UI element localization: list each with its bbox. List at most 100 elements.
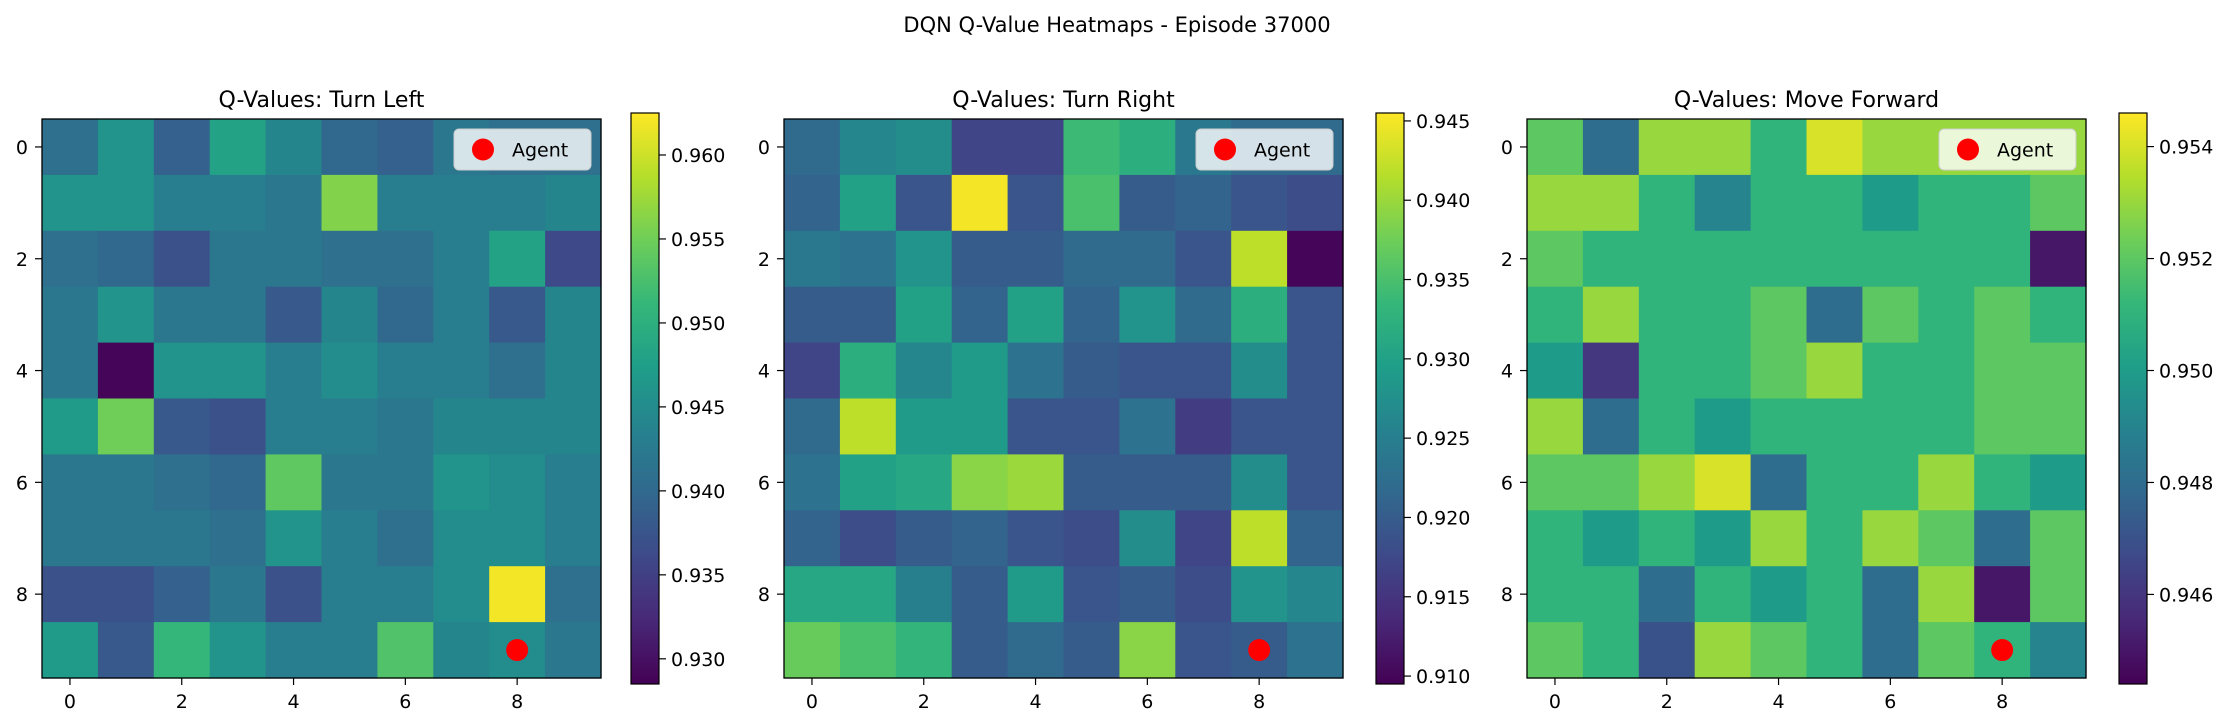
heatmap-cell bbox=[895, 510, 953, 567]
heatmap-cell bbox=[1862, 286, 1919, 344]
colorbar-tick-label: 0.952 bbox=[2159, 249, 2213, 271]
heatmap-cell bbox=[839, 286, 897, 344]
heatmap-cell bbox=[1231, 286, 1288, 344]
colorbar: 0.930 0.935 0.940 0.945 0.950 0.955 0.960 bbox=[630, 112, 725, 685]
heatmap-cell bbox=[1287, 398, 1344, 455]
y-tick-label: 4 bbox=[16, 361, 28, 383]
legend-box bbox=[453, 128, 592, 171]
heatmap-cell bbox=[1063, 342, 1120, 400]
heatmap-cell bbox=[1527, 119, 1584, 176]
heatmap-cell bbox=[1582, 119, 1640, 176]
heatmap-cell bbox=[2030, 342, 2087, 400]
heatmap-cell bbox=[1806, 230, 1863, 288]
heatmap-cell bbox=[895, 230, 953, 288]
heatmap-cell bbox=[1582, 174, 1640, 232]
heatmap-cell bbox=[42, 398, 99, 455]
heatmap-cell bbox=[1806, 174, 1863, 232]
colorbar-tick-label: 0.945 bbox=[1416, 111, 1470, 133]
heatmap-cell bbox=[545, 566, 602, 623]
heatmap-cell bbox=[1007, 622, 1065, 679]
heatmap-cell bbox=[321, 566, 378, 623]
heatmap-cell bbox=[321, 342, 378, 400]
heatmap-cell bbox=[209, 622, 267, 679]
heatmap-cell bbox=[1007, 510, 1065, 567]
panel-title: Q-Values: Turn Left bbox=[219, 88, 425, 113]
heatmap-cell bbox=[265, 286, 323, 344]
colorbar-frame bbox=[2118, 112, 2148, 685]
heatmap-cell bbox=[489, 342, 546, 400]
legend: Agent bbox=[1938, 128, 2077, 171]
heatmap-cell bbox=[1527, 510, 1584, 567]
heatmap-cell bbox=[1694, 398, 1752, 455]
x-tick-label: 4 bbox=[288, 691, 300, 713]
heatmap-cell bbox=[42, 342, 99, 400]
heatmap-cell bbox=[489, 454, 546, 511]
heatmap-cell bbox=[545, 622, 602, 679]
agent-marker bbox=[506, 639, 529, 662]
agent-marker bbox=[1991, 639, 2014, 662]
heatmap-cell bbox=[1119, 342, 1176, 400]
legend-marker bbox=[472, 138, 494, 161]
heatmap-cell bbox=[1527, 286, 1584, 344]
x-tick-label: 8 bbox=[1253, 691, 1265, 713]
x-tick-label: 6 bbox=[1141, 691, 1153, 713]
heatmap-cell bbox=[1638, 566, 1696, 623]
heatmap-cell bbox=[489, 398, 546, 455]
heatmap-cell bbox=[839, 119, 897, 176]
heatmap-cell bbox=[1063, 119, 1120, 176]
heatmap-cell bbox=[1287, 510, 1344, 567]
y-tick-label: 8 bbox=[1501, 584, 1513, 606]
heatmap-panel: Q-Values: Move Forward 0 2 4 6 8 0 2 4 6 8 Agent 0.9… bbox=[1501, 88, 2214, 713]
heatmap-cell bbox=[153, 230, 211, 288]
colorbar-frame bbox=[1375, 112, 1405, 685]
heatmap-cell bbox=[784, 622, 841, 679]
heatmap-cell bbox=[1694, 454, 1752, 511]
heatmap-cell bbox=[1119, 286, 1176, 344]
heatmap-cell bbox=[1694, 342, 1752, 400]
heatmap-cell bbox=[97, 174, 155, 232]
heatmap-cell bbox=[321, 230, 378, 288]
heatmap-cell bbox=[153, 174, 211, 232]
y-tick-label: 0 bbox=[758, 137, 770, 159]
heatmap-cell bbox=[1694, 566, 1752, 623]
heatmap-cell bbox=[265, 454, 323, 511]
heatmap-cell bbox=[1974, 286, 2031, 344]
heatmap-cell bbox=[1175, 286, 1232, 344]
heatmap-cell bbox=[1694, 510, 1752, 567]
heatmap-cell bbox=[2030, 510, 2087, 567]
colorbar-tick-label: 0.948 bbox=[2159, 472, 2213, 494]
heatmap-cell bbox=[1119, 174, 1176, 232]
heatmap-cell bbox=[321, 119, 378, 176]
heatmap-cell bbox=[1063, 566, 1120, 623]
heatmap-cell bbox=[895, 286, 953, 344]
heatmap-cell bbox=[377, 510, 434, 567]
heatmap-cell bbox=[1806, 119, 1863, 176]
heatmap-cell bbox=[153, 119, 211, 176]
heatmap-cell bbox=[377, 286, 434, 344]
heatmap-cell bbox=[1918, 622, 1975, 679]
heatmap-cell bbox=[209, 119, 267, 176]
heatmap-cell bbox=[1582, 622, 1640, 679]
heatmap-cell bbox=[1862, 342, 1919, 400]
heatmap-cell bbox=[489, 174, 546, 232]
heatmap-cell bbox=[97, 622, 155, 679]
heatmap-cell bbox=[1918, 286, 1975, 344]
heatmap-cell bbox=[1231, 230, 1288, 288]
x-tick-label: 2 bbox=[176, 691, 188, 713]
heatmap-cell bbox=[2030, 286, 2087, 344]
heatmap-cell bbox=[209, 398, 267, 455]
legend-label: Agent bbox=[1997, 140, 2053, 162]
heatmap-cell bbox=[1527, 342, 1584, 400]
heatmap-cell bbox=[1582, 342, 1640, 400]
colorbar-fill bbox=[2119, 113, 2147, 684]
heatmap-cell bbox=[265, 510, 323, 567]
y-tick-label: 2 bbox=[16, 249, 28, 271]
heatmap-cell bbox=[265, 342, 323, 400]
heatmap-cell bbox=[1750, 510, 1808, 567]
heatmap-cell bbox=[1806, 622, 1863, 679]
heatmap-cell bbox=[1007, 286, 1065, 344]
heatmap-cell bbox=[2030, 622, 2087, 679]
x-tick-label: 2 bbox=[1661, 691, 1673, 713]
heatmap-cell bbox=[1750, 398, 1808, 455]
